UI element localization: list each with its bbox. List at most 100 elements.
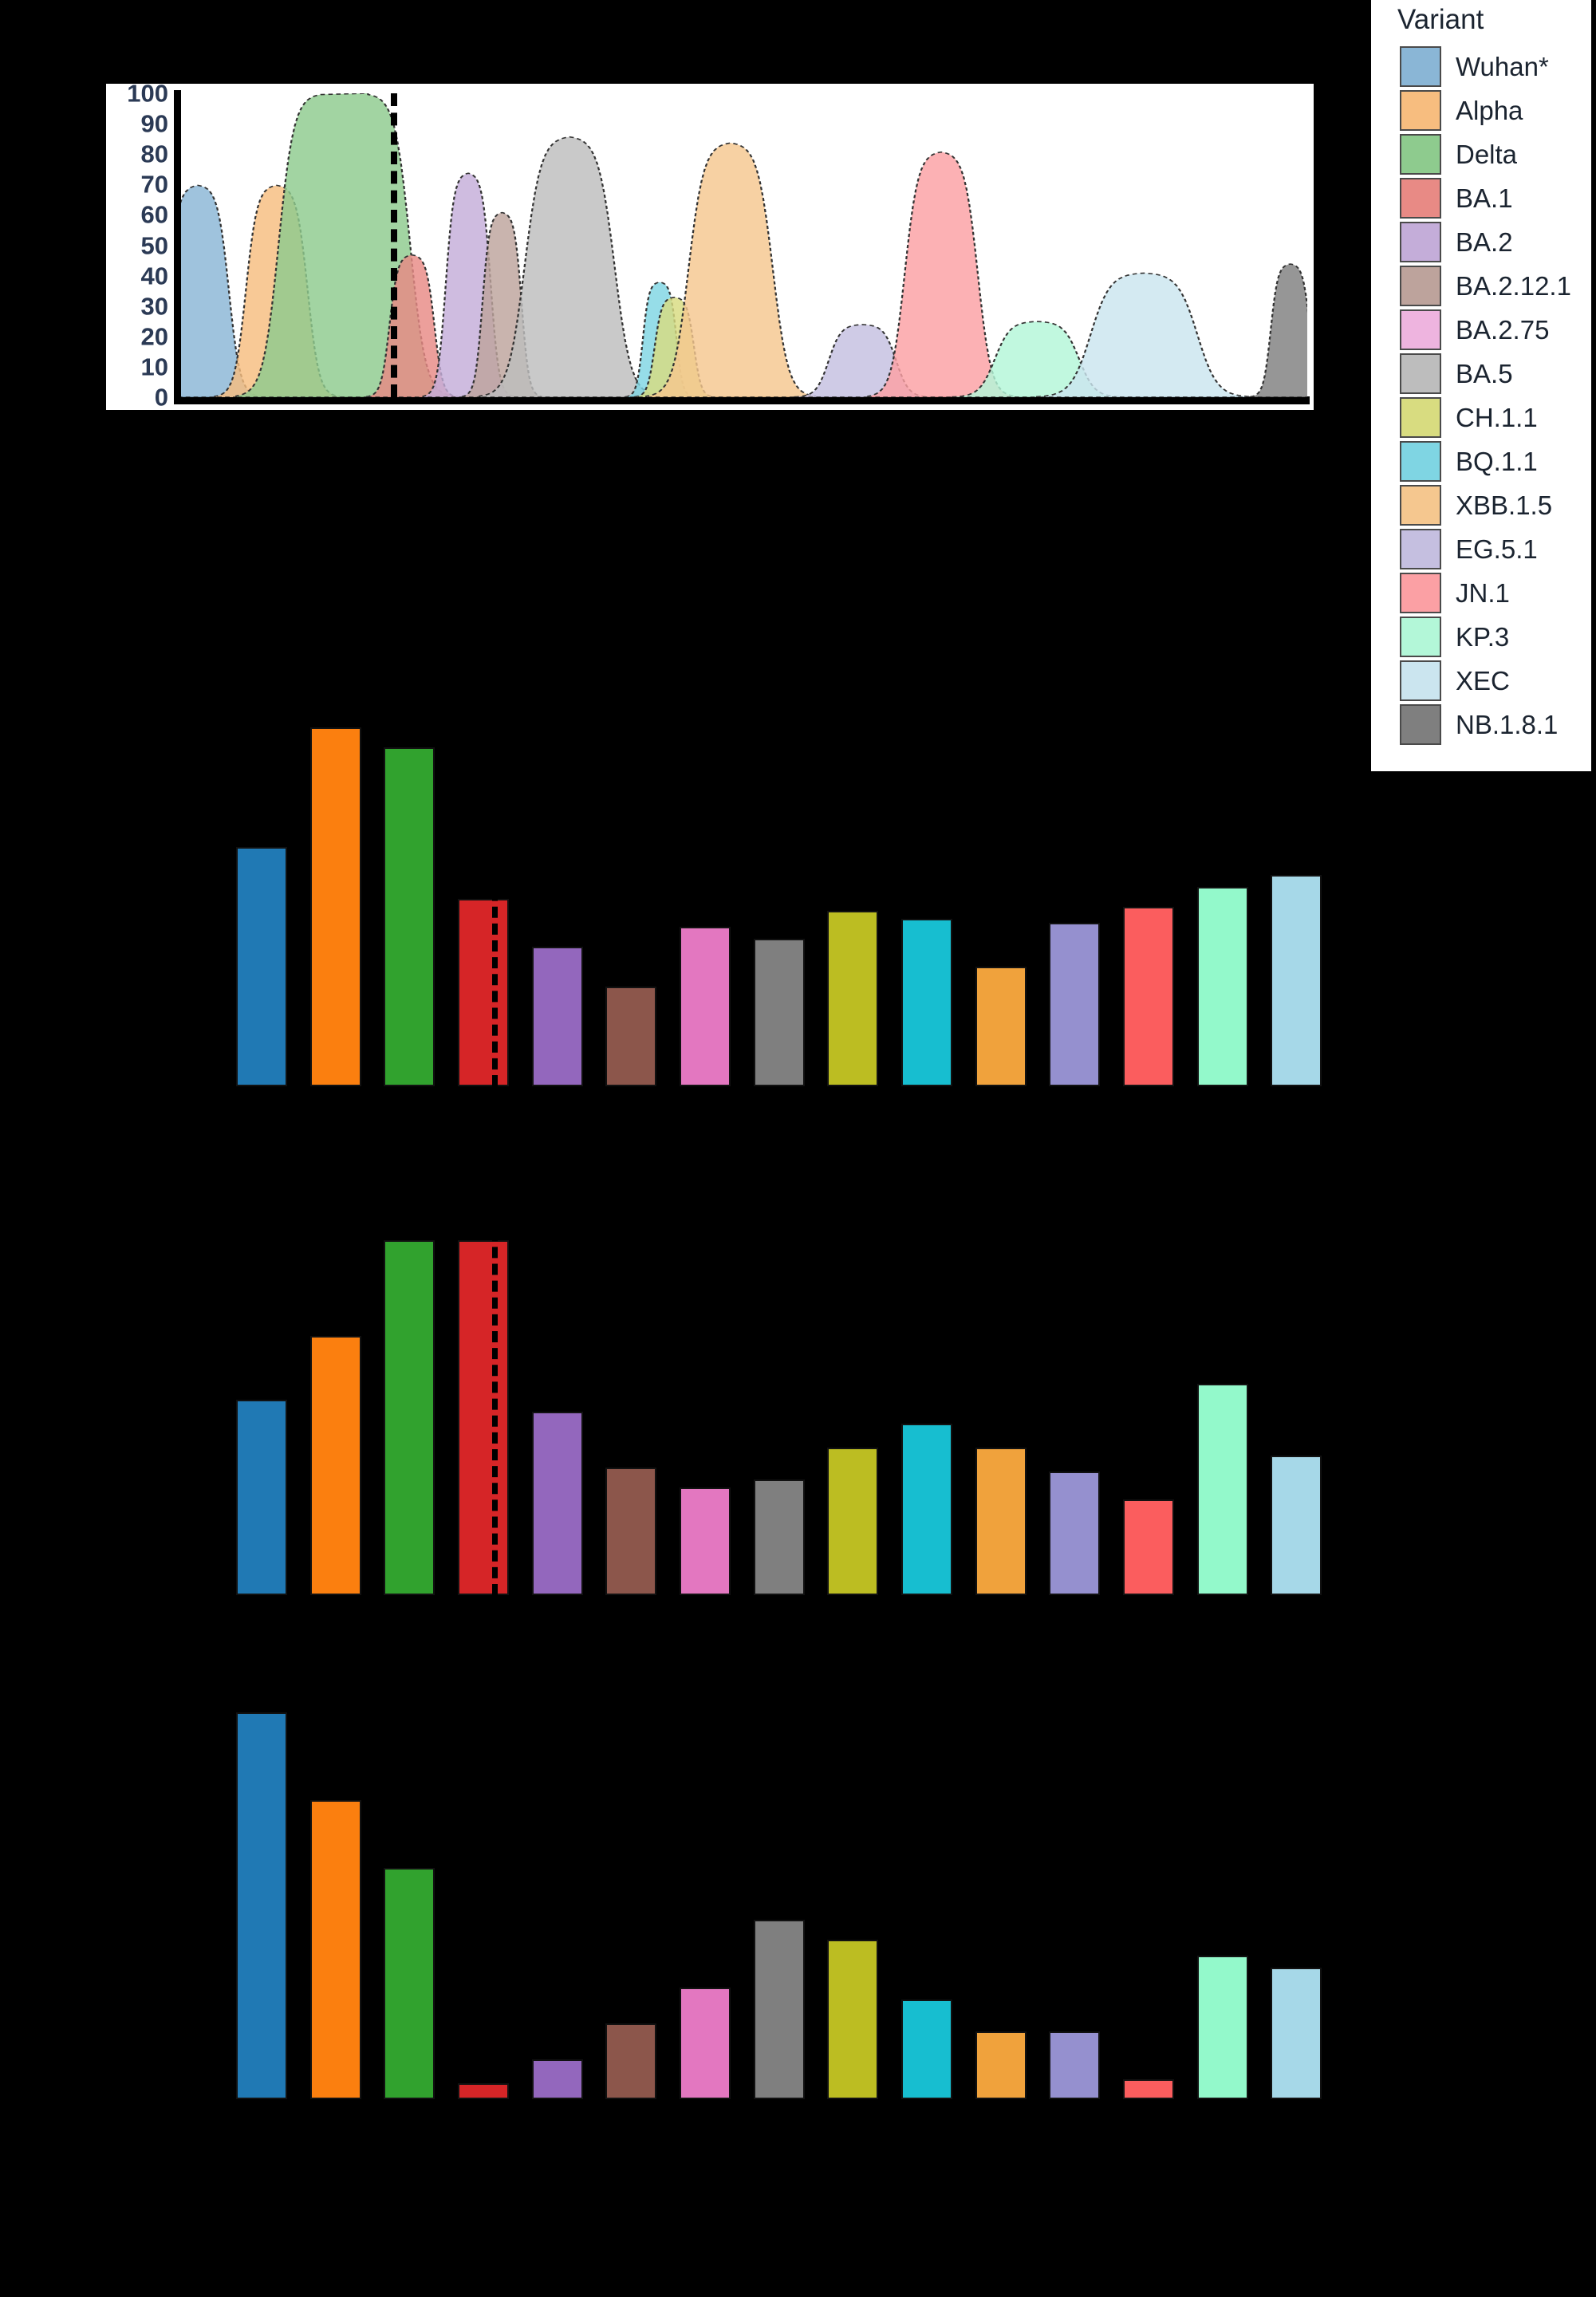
bar-ba1[interactable] (458, 1240, 510, 1595)
bar-wuhan[interactable] (236, 1400, 287, 1595)
bar-alpha[interactable] (309, 1336, 361, 1595)
bar-kp3[interactable] (1196, 1956, 1248, 2099)
bar-slot (680, 1196, 754, 1595)
bar-ba5[interactable] (753, 939, 805, 1086)
bar-jn1[interactable] (1123, 1499, 1175, 1595)
bar-slot (605, 688, 680, 1086)
legend-title: Variant (1397, 4, 1484, 35)
legend-color-swatch (1400, 704, 1441, 745)
legend-item-label: BA.1 (1456, 183, 1513, 213)
bar-ba2121[interactable] (605, 2023, 657, 2099)
legend-item[interactable]: JN.1 (1400, 571, 1591, 615)
y-tick-30: 30 (140, 292, 168, 321)
y-tick-100: 100 (127, 79, 168, 108)
bar-slot (753, 1196, 828, 1595)
legend-item[interactable]: Alpha (1400, 89, 1591, 132)
bar-alpha[interactable] (309, 727, 361, 1086)
bar-slot (531, 1700, 606, 2099)
bar-slot (975, 688, 1050, 1086)
bar-bq11[interactable] (901, 2000, 953, 2099)
legend-item[interactable]: CH.1.1 (1400, 396, 1591, 439)
bar-wuhan[interactable] (236, 1712, 287, 2099)
legend-item[interactable]: BA.2 (1400, 220, 1591, 264)
bar-ba5[interactable] (753, 1920, 805, 2099)
bar-ch11[interactable] (827, 1940, 879, 2099)
reference-line-top-chart (390, 93, 397, 397)
bar-slot (1049, 688, 1123, 1086)
bar-slot (1123, 1700, 1197, 2099)
legend-item[interactable]: EG.5.1 (1400, 527, 1591, 571)
bar-ba1[interactable] (458, 899, 510, 1086)
bar-alpha[interactable] (309, 1800, 361, 2099)
bar-delta[interactable] (384, 1240, 435, 1595)
bar-ba2[interactable] (531, 1412, 583, 1595)
bar-ba2[interactable] (531, 947, 583, 1086)
variant-legend: Variant Wuhan* Alpha Delta BA.1 BA.2 BA.2.12.… (1371, 0, 1591, 771)
bar-ch11[interactable] (827, 911, 879, 1086)
bar-group-3 (236, 1700, 1345, 2099)
bar-kp3[interactable] (1196, 1384, 1248, 1595)
legend-item[interactable]: Delta (1400, 132, 1591, 176)
bar-slot (309, 1700, 384, 2099)
bar-xbb15[interactable] (975, 1448, 1027, 1595)
bar-ba275[interactable] (680, 1988, 731, 2099)
bar-wuhan[interactable] (236, 847, 287, 1086)
legend-color-swatch (1400, 353, 1441, 394)
legend-item[interactable]: NB.1.8.1 (1400, 703, 1591, 747)
bar-slot (1196, 1196, 1271, 1595)
bar-eg51[interactable] (1049, 923, 1101, 1086)
bar-chart-panel-3 (236, 1700, 1345, 2099)
legend-item[interactable]: BA.2.12.1 (1400, 264, 1591, 308)
legend-item[interactable]: XEC (1400, 659, 1591, 703)
bar-xec[interactable] (1271, 875, 1322, 1086)
bar-slot (680, 1700, 754, 2099)
y-tick-90: 90 (140, 109, 168, 138)
bar-eg51[interactable] (1049, 1472, 1101, 1595)
y-tick-20: 20 (140, 322, 168, 351)
bar-delta[interactable] (384, 1868, 435, 2099)
legend-item[interactable]: BA.5 (1400, 352, 1591, 396)
bar-jn1[interactable] (1123, 907, 1175, 1086)
bar-slot (531, 688, 606, 1086)
legend-item[interactable]: XBB.1.5 (1400, 483, 1591, 527)
bar-eg51[interactable] (1049, 2031, 1101, 2099)
bar-ba275[interactable] (680, 1487, 731, 1595)
legend-item-label: BA.2.75 (1456, 314, 1550, 345)
legend-item-label: CH.1.1 (1456, 402, 1538, 432)
legend-item[interactable]: BA.1 (1400, 176, 1591, 220)
bar-delta[interactable] (384, 747, 435, 1086)
bar-xbb15[interactable] (975, 967, 1027, 1086)
bar-xbb15[interactable] (975, 2031, 1027, 2099)
bar-ba5[interactable] (753, 1479, 805, 1595)
bar-slot (1271, 1196, 1345, 1595)
bar-xec[interactable] (1271, 1456, 1322, 1595)
bar-ba275[interactable] (680, 927, 731, 1086)
bar-kp3[interactable] (1196, 887, 1248, 1086)
legend-item[interactable]: BA.2.75 (1400, 308, 1591, 352)
legend-item[interactable]: KP.3 (1400, 615, 1591, 659)
bar-jn1[interactable] (1123, 2079, 1175, 2099)
bar-slot (680, 688, 754, 1086)
bar-slot (827, 1700, 901, 2099)
area-series-group (181, 93, 1307, 397)
bar-slot (1271, 688, 1345, 1086)
bar-slot (827, 1196, 901, 1595)
bar-slot (901, 1196, 975, 1595)
legend-item[interactable]: BQ.1.1 (1400, 439, 1591, 483)
bar-bq11[interactable] (901, 919, 953, 1086)
y-tick-0: 0 (154, 383, 168, 412)
bar-xec[interactable] (1271, 1968, 1322, 2099)
bar-slot (605, 1700, 680, 2099)
legend-item-list: Wuhan* Alpha Delta BA.1 BA.2 BA.2.12.1 BA.2.75… (1400, 45, 1591, 747)
legend-item[interactable]: Wuhan* (1400, 45, 1591, 89)
bar-slot (1123, 688, 1197, 1086)
bar-ch11[interactable] (827, 1448, 879, 1595)
bar-bq11[interactable] (901, 1424, 953, 1595)
area-series-xbb15 (645, 142, 817, 397)
bar-slot (1049, 1196, 1123, 1595)
bar-ba1[interactable] (458, 2083, 510, 2099)
reference-line-bar-chart (492, 1196, 499, 1595)
bar-ba2[interactable] (531, 2059, 583, 2099)
bar-ba2121[interactable] (605, 987, 657, 1086)
bar-ba2121[interactable] (605, 1468, 657, 1595)
